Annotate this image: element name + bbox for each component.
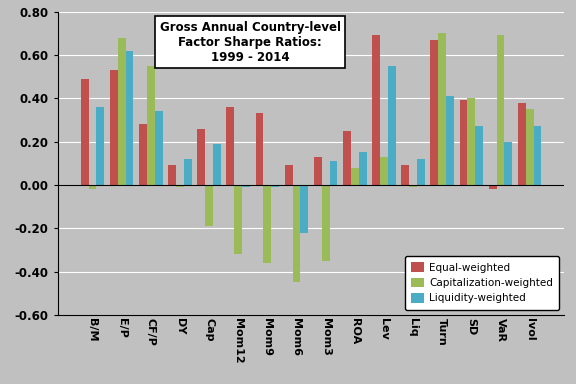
Bar	[409, 185, 417, 187]
Bar	[263, 185, 271, 263]
Bar	[446, 96, 454, 185]
Bar	[139, 124, 147, 185]
Bar	[89, 185, 96, 189]
Bar	[285, 166, 293, 185]
Bar	[321, 185, 329, 261]
Bar	[96, 107, 104, 185]
Bar	[467, 98, 475, 185]
Bar	[401, 166, 409, 185]
Bar	[213, 144, 221, 185]
Bar	[168, 166, 176, 185]
Bar	[388, 66, 396, 185]
Bar	[234, 185, 242, 254]
Bar	[126, 51, 134, 185]
Bar	[526, 109, 533, 185]
Bar	[329, 161, 338, 185]
Text: Gross Annual Country-level
Factor Sharpe Ratios:
1999 - 2014: Gross Annual Country-level Factor Sharpe…	[160, 21, 341, 64]
Bar	[81, 79, 89, 185]
Bar	[242, 185, 250, 187]
Bar	[351, 167, 359, 185]
Bar	[430, 40, 438, 185]
Bar	[438, 33, 446, 185]
Bar	[147, 66, 155, 185]
Bar	[155, 111, 162, 185]
Bar	[118, 38, 126, 185]
Bar	[460, 100, 467, 185]
Bar	[256, 113, 263, 185]
Bar	[417, 159, 425, 185]
Bar	[314, 157, 321, 185]
Bar	[271, 185, 279, 187]
Bar	[518, 103, 526, 185]
Bar	[184, 159, 192, 185]
Bar	[197, 129, 205, 185]
Bar	[301, 185, 308, 233]
Bar	[293, 185, 301, 282]
Bar	[505, 142, 512, 185]
Bar	[533, 126, 541, 185]
Legend: Equal-weighted, Capitalization-weighted, Liquidity-weighted: Equal-weighted, Capitalization-weighted,…	[405, 256, 559, 310]
Bar	[110, 70, 118, 185]
Bar	[176, 185, 184, 187]
Bar	[359, 152, 366, 185]
Bar	[475, 126, 483, 185]
Bar	[497, 35, 505, 185]
Bar	[372, 35, 380, 185]
Bar	[488, 185, 497, 189]
Bar	[380, 157, 388, 185]
Bar	[343, 131, 351, 185]
Bar	[226, 107, 234, 185]
Bar	[205, 185, 213, 226]
